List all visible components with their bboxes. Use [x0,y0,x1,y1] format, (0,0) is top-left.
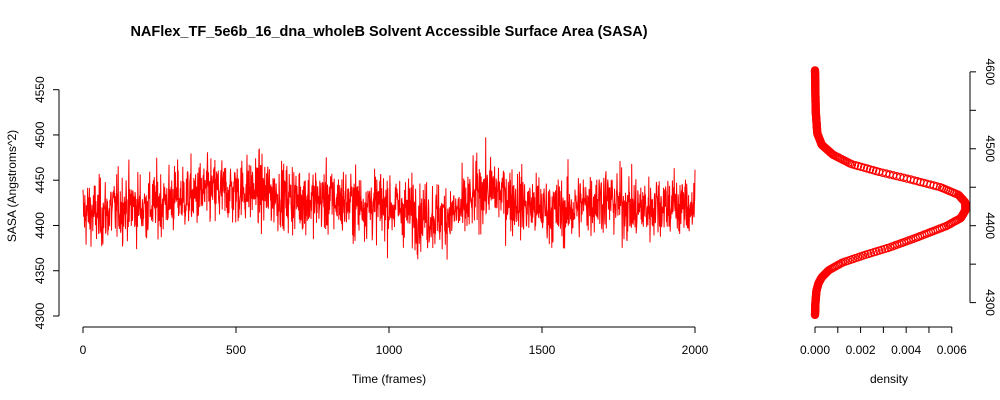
density-y-tick-label: 4600 [983,58,997,85]
density-y-tick-label: 4400 [983,212,997,239]
y-tick-label: 4400 [33,212,47,239]
density-plot: 0.000 0.002 0.004 0.006 4300 4400 4500 4600 [800,58,997,357]
density-point [810,66,820,75]
chart-title: NAFlex_TF_5e6b_16_dna_wholeB Solvent Acc… [130,24,647,40]
density-y-tick-label: 4300 [983,289,997,316]
main-axes: 0 500 1000 1500 2000 4300 4350 4400 4450 4500 4550 [33,76,709,357]
y-tick-label: 4350 [33,257,47,284]
x-tick-label: 1500 [529,343,556,357]
density-x-tick-label: 0.004 [891,343,921,357]
x-tick-label: 1000 [376,343,403,357]
x-tick-label: 0 [80,343,87,357]
y-axis-label: SASA (Angstroms^2) [5,130,19,242]
density-curve [810,66,970,320]
x-axis-label: Time (frames) [352,372,426,386]
x-tick-label: 500 [226,343,246,357]
y-tick-label: 4300 [33,302,47,329]
density-x-tick-label: 0.000 [800,343,830,357]
y-tick-label: 4500 [33,121,47,148]
sasa-series-line [82,137,696,260]
x-tick-label: 2000 [682,343,709,357]
sasa-time-series-plot: 0 500 1000 1500 2000 4300 4350 4400 4450 4500 4550 [33,76,709,357]
density-axis-label: density [870,372,908,386]
density-x-tick-label: 0.002 [846,343,876,357]
y-tick-label: 4450 [33,167,47,194]
density-x-tick-label: 0.006 [937,343,967,357]
density-axes: 0.000 0.002 0.004 0.006 4300 4400 4500 4600 [800,58,997,357]
y-tick-label: 4550 [33,76,47,103]
density-y-tick-label: 4500 [983,135,997,162]
